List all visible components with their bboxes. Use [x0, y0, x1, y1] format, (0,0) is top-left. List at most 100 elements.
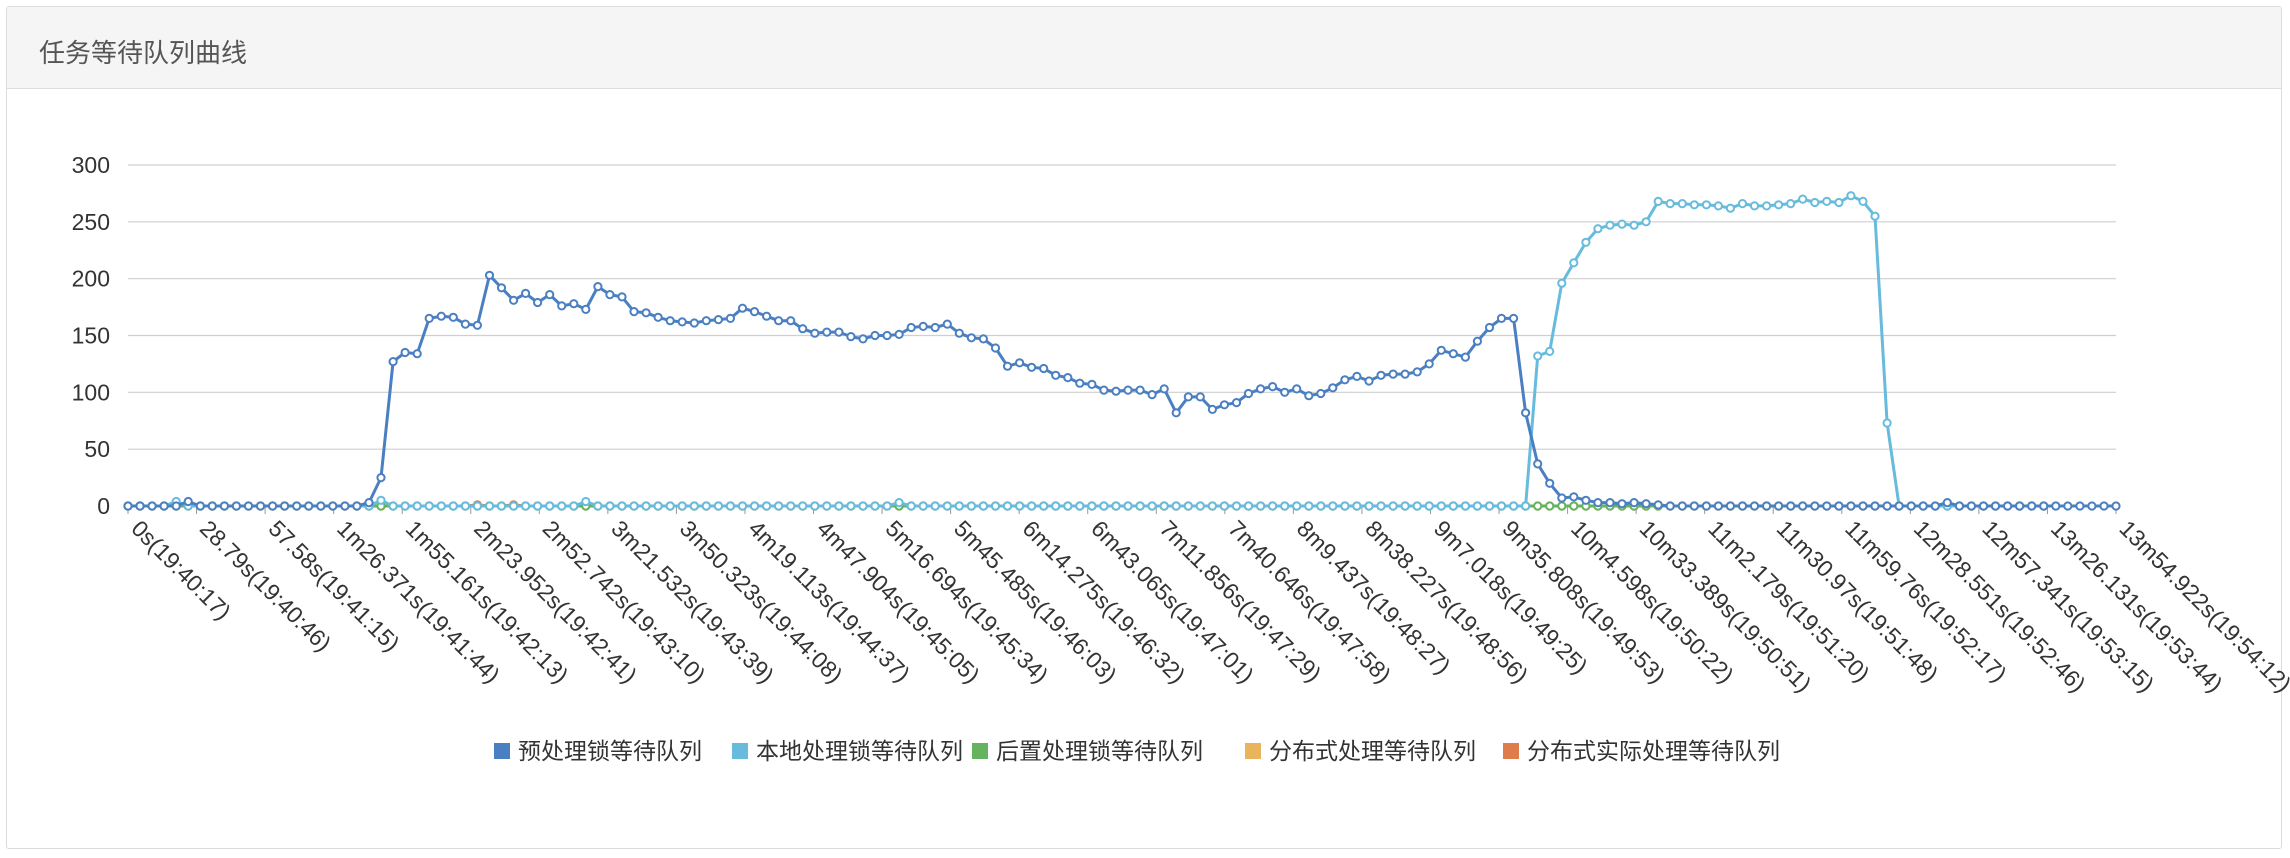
- data-point[interactable]: [1930, 501, 1940, 511]
- data-point[interactable]: [1774, 200, 1784, 210]
- data-point[interactable]: [1159, 501, 1169, 511]
- data-point[interactable]: [1581, 495, 1591, 505]
- data-point[interactable]: [388, 357, 398, 367]
- legend-item[interactable]: 分布式实际处理等待队列: [1503, 739, 1780, 765]
- data-point[interactable]: [1412, 367, 1422, 377]
- legend-item[interactable]: 预处理锁等待队列: [494, 739, 702, 765]
- data-point[interactable]: [1593, 498, 1603, 508]
- data-point[interactable]: [1689, 200, 1699, 210]
- data-point[interactable]: [1749, 501, 1760, 511]
- data-point[interactable]: [1123, 501, 1133, 511]
- data-point[interactable]: [340, 501, 350, 511]
- data-point[interactable]: [641, 501, 651, 511]
- data-point[interactable]: [701, 501, 711, 511]
- data-point[interactable]: [1243, 388, 1254, 399]
- data-point[interactable]: [1918, 501, 1928, 511]
- data-point[interactable]: [1316, 501, 1326, 511]
- data-point[interactable]: [1400, 501, 1410, 511]
- data-point[interactable]: [1195, 392, 1205, 402]
- data-point[interactable]: [749, 307, 760, 317]
- data-point[interactable]: [906, 501, 916, 511]
- data-point[interactable]: [1521, 501, 1531, 511]
- data-point[interactable]: [328, 501, 338, 511]
- data-point[interactable]: [1328, 501, 1338, 511]
- data-point[interactable]: [1352, 371, 1362, 381]
- data-point[interactable]: [1099, 501, 1109, 511]
- data-point[interactable]: [1039, 501, 1049, 511]
- data-point[interactable]: [774, 501, 784, 511]
- data-point[interactable]: [581, 304, 591, 314]
- data-point[interactable]: [786, 501, 796, 511]
- data-point[interactable]: [906, 322, 916, 333]
- data-point[interactable]: [1328, 383, 1338, 393]
- data-point[interactable]: [1701, 501, 1712, 511]
- data-point[interactable]: [123, 501, 133, 511]
- data-point[interactable]: [268, 501, 278, 511]
- data-point[interactable]: [388, 501, 398, 511]
- data-point[interactable]: [1496, 313, 1507, 323]
- data-point[interactable]: [1533, 501, 1543, 511]
- data-point[interactable]: [1641, 217, 1651, 227]
- data-point[interactable]: [207, 501, 217, 511]
- data-point[interactable]: [1256, 501, 1266, 511]
- data-point[interactable]: [1171, 408, 1181, 418]
- data-point[interactable]: [978, 334, 989, 344]
- data-point[interactable]: [593, 282, 603, 292]
- data-point[interactable]: [798, 501, 808, 511]
- data-point[interactable]: [1484, 501, 1495, 511]
- data-point[interactable]: [2099, 501, 2109, 511]
- data-point[interactable]: [1557, 493, 1567, 503]
- data-point[interactable]: [2051, 501, 2061, 511]
- data-point[interactable]: [1822, 196, 1832, 206]
- data-point[interactable]: [1725, 203, 1736, 213]
- data-point[interactable]: [1063, 501, 1073, 511]
- data-point[interactable]: [1268, 382, 1278, 392]
- data-point[interactable]: [1834, 197, 1844, 208]
- data-point[interactable]: [2015, 501, 2025, 511]
- data-point[interactable]: [412, 349, 422, 359]
- data-point[interactable]: [1051, 370, 1061, 380]
- data-point[interactable]: [1111, 501, 1121, 511]
- data-point[interactable]: [1509, 501, 1519, 511]
- data-point[interactable]: [1786, 501, 1796, 511]
- data-point[interactable]: [1846, 501, 1856, 511]
- data-point[interactable]: [1749, 201, 1760, 211]
- data-point[interactable]: [1304, 501, 1314, 511]
- data-point[interactable]: [990, 343, 1001, 353]
- data-point[interactable]: [1219, 400, 1230, 410]
- data-point[interactable]: [1159, 384, 1169, 394]
- data-point[interactable]: [737, 303, 748, 313]
- data-point[interactable]: [1171, 501, 1181, 511]
- data-point[interactable]: [1593, 224, 1603, 234]
- data-point[interactable]: [1195, 501, 1205, 511]
- data-point[interactable]: [1581, 237, 1591, 247]
- data-point[interactable]: [653, 501, 663, 511]
- data-point[interactable]: [762, 501, 772, 511]
- data-point[interactable]: [436, 311, 446, 321]
- data-point[interactable]: [954, 501, 964, 511]
- data-point[interactable]: [978, 501, 989, 511]
- data-point[interactable]: [1075, 378, 1085, 388]
- data-point[interactable]: [786, 316, 796, 326]
- data-point[interactable]: [713, 315, 724, 325]
- data-point[interactable]: [822, 501, 832, 511]
- data-point[interactable]: [1280, 387, 1290, 397]
- data-point[interactable]: [1509, 313, 1519, 323]
- data-point[interactable]: [183, 496, 193, 507]
- data-point[interactable]: [352, 501, 362, 511]
- data-point[interactable]: [1677, 199, 1687, 209]
- data-point[interactable]: [834, 501, 844, 511]
- data-point[interactable]: [1737, 199, 1748, 209]
- data-point[interactable]: [1762, 501, 1772, 511]
- data-point[interactable]: [1027, 362, 1037, 372]
- legend-item[interactable]: 后置处理锁等待队列: [972, 739, 1203, 765]
- data-point[interactable]: [665, 501, 675, 511]
- data-point[interactable]: [1954, 501, 1965, 511]
- data-point[interactable]: [1629, 220, 1639, 230]
- data-point[interactable]: [1484, 322, 1495, 333]
- data-point[interactable]: [1870, 211, 1880, 221]
- data-point[interactable]: [1870, 501, 1880, 511]
- data-point[interactable]: [400, 347, 410, 358]
- data-point[interactable]: [593, 501, 603, 511]
- data-point[interactable]: [918, 321, 928, 331]
